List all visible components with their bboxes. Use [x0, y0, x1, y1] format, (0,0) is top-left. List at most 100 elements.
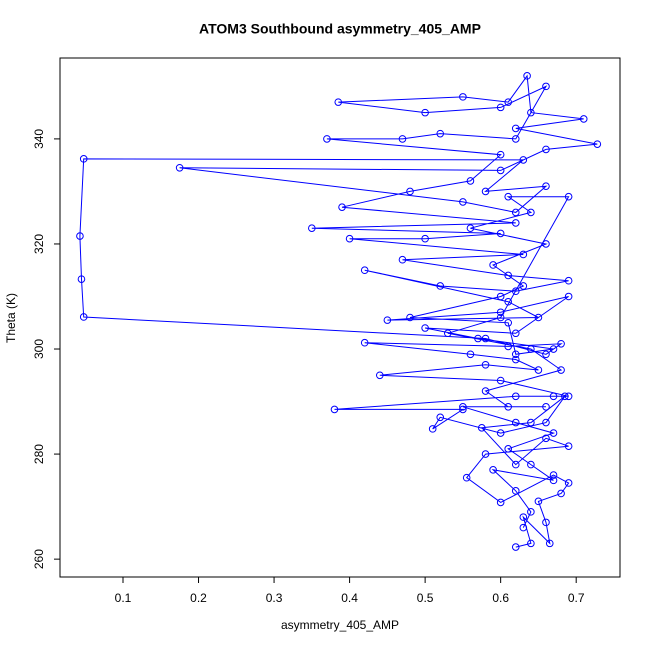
data-point [557, 366, 565, 374]
data-point [496, 308, 505, 317]
data-point [489, 466, 497, 474]
data-point [564, 479, 573, 487]
data-point [459, 198, 467, 206]
data-point [549, 345, 558, 353]
y-tick-label: 340 [32, 129, 46, 149]
data-point [360, 338, 369, 347]
x-tick-label: 0.4 [341, 591, 358, 605]
data-point [519, 282, 528, 290]
data-point [462, 473, 471, 482]
y-tick-label: 280 [32, 444, 46, 464]
data-point [308, 224, 316, 232]
data-point [542, 518, 550, 527]
data-point [545, 539, 554, 548]
data-point [504, 318, 513, 327]
data-point [428, 425, 437, 433]
data-point [504, 403, 513, 411]
data-point [511, 124, 520, 133]
data-point [79, 313, 88, 321]
x-tick-label: 0.1 [115, 591, 132, 605]
data-point [489, 261, 497, 269]
data-point [421, 324, 429, 332]
chart-title: ATOM3 Southbound asymmetry_405_AMP [199, 21, 481, 37]
data-point [474, 334, 482, 343]
data-point [443, 329, 452, 338]
data-point [564, 292, 573, 301]
data-point [504, 342, 513, 351]
data-point [549, 471, 558, 479]
data-point [564, 192, 573, 201]
data-point [511, 355, 520, 364]
data-point [511, 219, 520, 227]
data-point [466, 177, 475, 185]
data-point [496, 229, 505, 238]
data-point [527, 108, 535, 117]
data-point [345, 234, 354, 243]
data-point [398, 255, 407, 264]
data-point [511, 135, 520, 143]
data-point [511, 350, 520, 359]
data-point [564, 392, 573, 401]
data-point [523, 72, 531, 80]
plot-frame [59, 57, 621, 578]
data-point [527, 418, 535, 427]
y-tick-label: 260 [32, 549, 46, 569]
data-point [481, 360, 490, 369]
data-point [527, 460, 535, 469]
data-point [527, 208, 535, 217]
x-tick-label: 0.5 [417, 591, 434, 605]
data-point [406, 313, 414, 322]
x-tick-label: 0.3 [266, 591, 283, 605]
data-point [511, 460, 520, 469]
data-point [511, 487, 520, 495]
data-point [564, 442, 573, 450]
data-point [504, 192, 513, 201]
data-point [496, 166, 505, 175]
data-point [534, 497, 543, 506]
data-point [338, 203, 346, 211]
data-point [511, 392, 520, 401]
data-point [436, 413, 445, 422]
x-axis-label: asymmetry_405_AMP [281, 618, 399, 632]
data-point [496, 150, 505, 159]
data-point [542, 240, 550, 248]
data-point [466, 224, 475, 232]
x-tick-label: 0.7 [568, 591, 585, 605]
data-point [527, 539, 535, 548]
x-tick-label: 0.6 [492, 591, 509, 605]
data-point [376, 371, 384, 380]
data-point [481, 334, 490, 343]
data-point [593, 140, 602, 148]
data-point [542, 350, 550, 359]
data-point [542, 403, 550, 411]
data-point [323, 135, 331, 143]
data-point [534, 313, 543, 322]
data-point [519, 156, 528, 164]
data-point [557, 489, 565, 498]
data-line [79, 74, 598, 548]
data-point [383, 316, 392, 324]
data-point [519, 513, 528, 521]
data-point [79, 155, 88, 163]
data-point [527, 345, 535, 353]
data-point [534, 366, 543, 374]
data-point [406, 187, 414, 196]
data-point [481, 450, 490, 458]
data-point [511, 329, 520, 338]
data-point [481, 387, 490, 395]
data-point [504, 271, 513, 280]
data-point [579, 115, 588, 123]
data-point [496, 376, 505, 385]
data-point [564, 276, 573, 285]
data-point [496, 292, 505, 301]
y-tick-label: 320 [32, 234, 46, 254]
data-point [561, 392, 569, 401]
data-point [542, 145, 550, 154]
data-point [334, 98, 343, 106]
data-point [549, 476, 558, 485]
data-point [504, 98, 513, 106]
data-point [511, 208, 520, 217]
data-point [477, 424, 486, 432]
data-point [398, 135, 407, 143]
data-point [549, 392, 558, 401]
